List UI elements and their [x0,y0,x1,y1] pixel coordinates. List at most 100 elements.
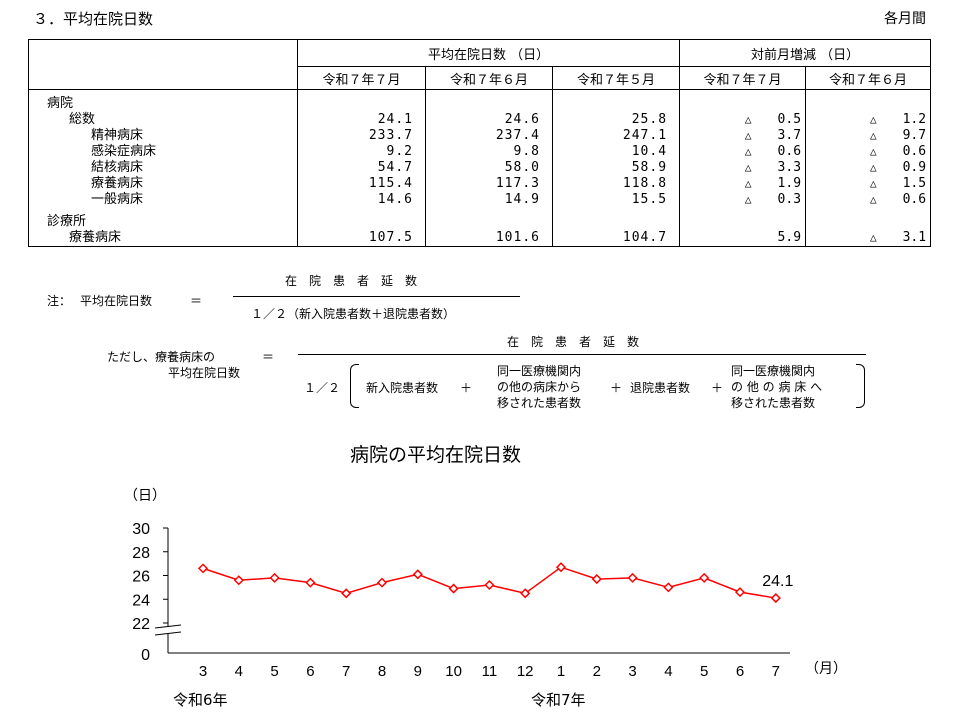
period-header: 令和７年７月 [297,66,426,90]
data-point [591,574,602,585]
note2-term4-line2: の 他 の 病 床 へ [731,380,823,394]
decrease-triangle-icon: △ [869,113,877,126]
value-cell [297,208,426,230]
x-tick-label: 5 [700,663,708,680]
data-point [305,577,316,588]
change-cell: △ 1.2 [805,112,932,128]
value-cell: 101.6 [425,230,553,247]
note2-term4-line1: 同一医療機関内 [731,364,816,378]
change-value: 3.1 [902,230,927,245]
x-tick-label: 3 [199,663,207,680]
change-value: 3.3 [777,160,802,175]
y-axis-label: （日） [124,488,166,504]
x-tick-label: 5 [270,663,278,680]
change-value: 1.2 [902,112,927,127]
note2-plus: ＋ [610,381,623,395]
close-bracket [856,364,865,408]
table-row: 精神病床 233.7 237.4 247.1 △ 3.7 △ 9.7 [28,128,932,144]
value-cell: 233.7 [297,128,426,144]
note2-lhs-line1: ただし、療養病床の [107,350,216,364]
value-cell: 118.8 [551,176,681,192]
note-lhs: 平均在院日数 [80,294,153,308]
value-cell: 58.0 [425,160,553,176]
change-cell: △ 0.6 [805,192,932,208]
chart-title: 病院の平均在院日数 [350,444,522,466]
note2-term1: 新入院患者数 [366,381,439,395]
decrease-triangle-icon: △ [869,177,877,190]
change-value: 3.7 [777,128,802,143]
value-cell: 107.5 [297,230,426,247]
group-header-avg-days: 平均在院日数 （日） [296,39,681,67]
change-cell: △ 1.5 [805,176,932,192]
group-header-month-change: 対前月増減 （日） [679,39,932,67]
table-row: 病院 [28,89,932,112]
data-point [448,583,459,594]
change-cell: △ 3.7 [679,128,807,144]
row-label: 診療所 [28,208,298,230]
change-cell [679,89,807,112]
value-cell [551,208,681,230]
data-point [197,563,209,574]
value-cell: 10.4 [551,144,681,160]
data-point [770,593,781,604]
table-row: 療養病床 107.5 101.6 104.7 5.9 △ 3.1 [28,230,932,247]
change-cell [679,208,807,230]
x-tick-label: 2 [593,663,601,680]
value-cell [297,89,426,112]
note2-numerator: 在 院 患 者 延 数 [507,335,640,349]
value-cell: 104.7 [551,230,681,247]
data-point [520,588,531,599]
decrease-triangle-icon: △ [869,193,877,206]
change-value: 9.7 [902,128,927,143]
row-label: 一般病床 [28,192,298,208]
decrease-triangle-icon: △ [869,161,877,174]
x-tick-label: 3 [628,663,636,680]
table-row: 感染症病床 9.2 9.8 10.4 △ 0.6 △ 0.6 [28,144,932,160]
row-label: 精神病床 [28,128,298,144]
year-label: 令和7年 [531,691,586,709]
stats-table: 平均在院日数 （日） 対前月増減 （日） 令和７年７月 令和７年６月 令和７年５… [28,39,932,247]
change-value: 1.9 [777,176,802,191]
value-cell: 24.1 [297,112,426,128]
x-tick-label: 4 [235,663,243,680]
value-cell [425,208,553,230]
change-value: 1.5 [902,176,927,191]
change-cell: △ 3.3 [679,160,807,176]
axis-break-mark [154,631,182,636]
value-cell: 54.7 [297,160,426,176]
decrease-triangle-icon: △ [744,145,752,158]
change-cell: △ 1.9 [679,176,807,192]
value-cell [425,89,553,112]
row-label: 結核病床 [28,160,298,176]
table-row: 総数 24.1 24.6 25.8 △ 0.5 △ 1.2 [28,112,932,128]
data-point [734,587,746,598]
period-header: 令和７年５月 [551,66,681,90]
note-equals: ＝ [190,294,203,308]
x-tick-label: 4 [664,663,672,680]
y-tick-label: 0 [141,647,150,664]
data-point [233,575,244,586]
value-cell: 24.6 [425,112,553,128]
note-prefix: 注： [47,294,72,308]
x-tick-label: 7 [772,663,780,680]
value-cell: 14.9 [425,192,553,208]
note2-half: １／２ [304,381,341,395]
note-numerator: 在 院 患 者 延 数 [285,274,418,288]
note2-plus: ＋ [460,381,473,395]
value-cell: 9.2 [297,144,426,160]
decrease-triangle-icon: △ [744,177,752,190]
fraction-bar [233,296,520,297]
value-cell: 117.3 [425,176,553,192]
value-cell: 15.5 [551,192,681,208]
decrease-triangle-icon: △ [744,161,752,174]
corner-cell [28,39,298,90]
data-point [663,582,674,593]
change-value: 0.6 [902,192,927,207]
note2-lhs-line2: 平均在院日数 [168,366,241,380]
value-cell: 247.1 [551,128,681,144]
change-cell: △ 0.5 [679,112,807,128]
table-row: 結核病床 54.7 58.0 58.9 △ 3.3 △ 0.9 [28,160,932,176]
y-tick-label: 22 [132,616,150,633]
data-point [699,572,710,583]
value-cell: 25.8 [551,112,681,128]
